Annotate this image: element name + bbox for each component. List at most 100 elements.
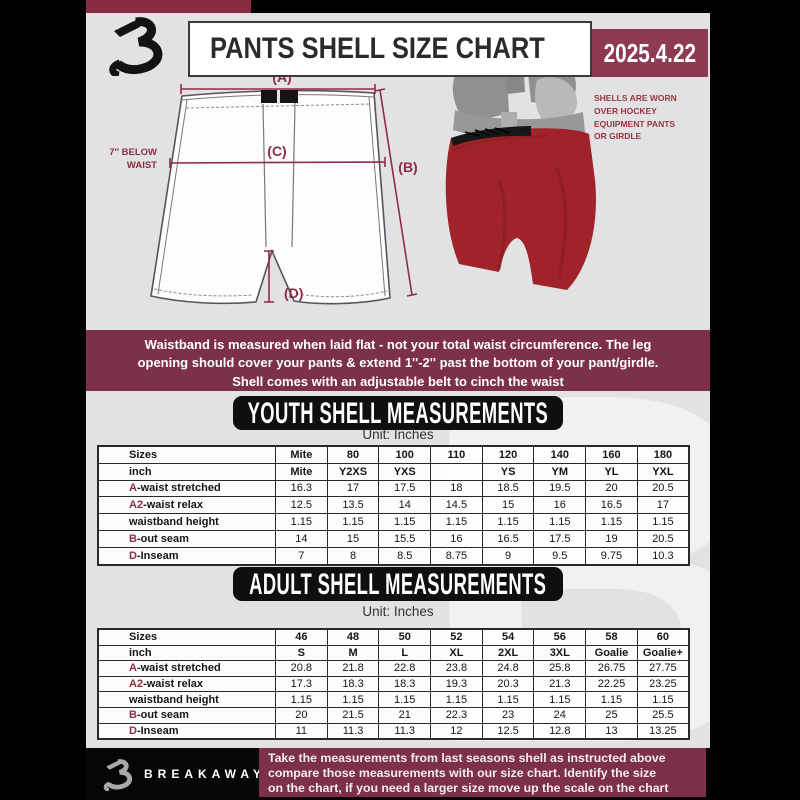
row-label-prefix: A2 (129, 678, 144, 691)
table-cell: 1.15 (481, 513, 535, 531)
table-cell: 12.5 (481, 722, 535, 740)
row-label-prefix: A (129, 482, 137, 495)
table-cell: 16.5 (481, 529, 535, 548)
footer-instructions: Take the measurements from last seasons … (259, 748, 706, 797)
adult-unit-label: Unit: Inches (362, 604, 434, 619)
table-cell: 23.8 (430, 660, 483, 677)
table-cell: Goalie+ (636, 644, 690, 662)
footer-bar: BREAKAWAY Take the measurements from las… (86, 748, 710, 800)
table-cell: 140 (533, 445, 587, 464)
table-cell: 1.15 (275, 513, 328, 531)
table-cell: 21.5 (326, 706, 380, 724)
table-cell: 16 (430, 529, 483, 548)
table-cell: 50 (378, 628, 432, 646)
table-cell: S (275, 644, 328, 662)
table-row: waistband height 1.15 1.15 1.15 1.15 1.15 1.15… (97, 513, 690, 531)
table-cell: 1.15 (636, 513, 690, 531)
table-cell: 60 (636, 628, 690, 646)
table-cell: 48 (326, 628, 380, 646)
table-cell: 1.15 (533, 691, 587, 708)
footer-line: compare those measurements with our size… (268, 765, 657, 780)
table-cell: 15 (481, 496, 535, 515)
table-cell: Mite (275, 462, 328, 481)
table-cell: 54 (481, 628, 535, 646)
table-cell: 21 (378, 706, 432, 724)
table-cell: 20 (275, 706, 328, 724)
banner-line: Waistband is measured when laid flat - n… (144, 337, 652, 352)
table-cell: 17 (326, 479, 380, 498)
table-cell: 25.5 (636, 706, 690, 724)
table-cell: 1.15 (326, 513, 380, 531)
row-label-prefix: A (129, 662, 137, 675)
table-cell: 8.5 (378, 546, 432, 566)
page-title-text: PANTS SHELL SIZE CHART (210, 32, 545, 65)
table-cell: 24 (533, 706, 587, 724)
table-cell: 26.75 (585, 660, 638, 677)
table-cell: Y2XS (326, 462, 380, 481)
brand-name: BREAKAWAY (144, 767, 266, 781)
row-label: A-waist stretched (97, 479, 276, 498)
table-row: A-waist stretched 20.8 21.8 22.8 23.8 24.8 25.… (97, 660, 690, 677)
table-cell: YM (533, 462, 587, 481)
table-cell: 20.8 (275, 660, 328, 677)
table-cell: 1.15 (636, 691, 690, 708)
youth-section-title-text: YOUTH SHELL MEASUREMENTS (247, 395, 549, 429)
document-page: B PANTS SHELL SIZE CHART 2025.4.22 (86, 0, 710, 800)
table-cell: 21.8 (326, 660, 380, 677)
footer-line: on the chart, if you need a larger size … (268, 780, 669, 795)
table-cell: 17.5 (378, 479, 432, 498)
table-cell: 17.3 (275, 675, 328, 693)
table-cell: 1.15 (585, 691, 638, 708)
top-border-bar (86, 0, 710, 13)
table-cell: 22.3 (430, 706, 483, 724)
table-cell: YL (585, 462, 638, 481)
table-row: waistband height 1.15 1.15 1.15 1.15 1.15 1.15… (97, 691, 690, 708)
top-accent-bar (86, 0, 251, 13)
row-label: waistband height (97, 513, 276, 531)
photo-note-line: OVER HOCKEY (594, 105, 657, 116)
table-cell: 20 (585, 479, 638, 498)
table-cell: 100 (378, 445, 432, 464)
table-cell: 7 (275, 546, 328, 566)
table-row: B-out seam 14 15 15.5 16 16.5 17.5 19 20.5 (97, 529, 690, 548)
table-cell: 56 (533, 628, 587, 646)
shorts-outline (150, 89, 391, 305)
table-cell: 18.3 (378, 675, 432, 693)
page-title: PANTS SHELL SIZE CHART (188, 21, 592, 77)
table-cell: Goalie (585, 644, 638, 662)
diagram-label-c: (C) (267, 143, 286, 159)
table-cell: 1.15 (275, 691, 328, 708)
table-row: Sizes 46 48 50 52 54 56 58 60 (97, 628, 690, 646)
adult-section-title: ADULT SHELL MEASUREMENTS (233, 567, 563, 601)
table-cell: 22.8 (378, 660, 432, 677)
table-cell: 12.8 (533, 722, 587, 740)
table-row: inch S M L XL 2XL 3XL Goalie Goalie+ (97, 644, 690, 662)
table-row: B-out seam 20 21.5 21 22.3 23 24 25 25.5 (97, 706, 690, 724)
table-cell: 10.3 (636, 546, 690, 566)
table-cell: 15.5 (378, 529, 432, 548)
table-cell: 25 (585, 706, 638, 724)
table-cell: 20.5 (636, 529, 690, 548)
table-cell: 9.75 (585, 546, 638, 566)
table-cell (430, 462, 483, 481)
table-cell: M (326, 644, 380, 662)
adult-section-title-text: ADULT SHELL MEASUREMENTS (249, 566, 547, 600)
date-text: 2025.4.22 (603, 37, 697, 68)
table-cell: 18.3 (326, 675, 380, 693)
table-cell: 11.3 (326, 722, 380, 740)
table-cell: 13 (585, 722, 638, 740)
banner-line: opening should cover your pants & extend… (137, 355, 659, 371)
breakaway-logo-icon (109, 17, 163, 76)
table-cell: 16 (533, 496, 587, 515)
table-cell: Mite (275, 445, 328, 464)
photo-note: SHELLS ARE WORN OVER HOCKEY EQUIPMENT PA… (594, 92, 704, 143)
photo-note-line: SHELLS ARE WORN (594, 93, 677, 103)
table-cell: 27.75 (636, 660, 690, 677)
table-cell: 1.15 (585, 513, 638, 531)
waist-note-line2: WAIST (127, 160, 157, 171)
table-cell: 18 (430, 479, 483, 498)
row-label: Sizes (97, 628, 276, 646)
table-cell: 8 (326, 546, 380, 566)
table-cell: 180 (636, 445, 690, 464)
waist-note-line1: 7'' BELOW (109, 147, 157, 158)
